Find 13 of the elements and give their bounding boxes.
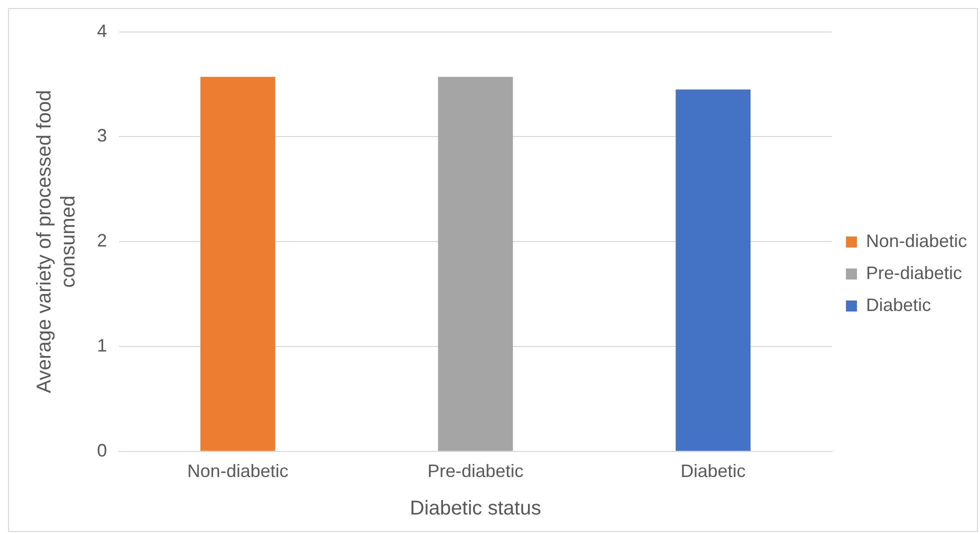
legend-label: Diabetic <box>866 294 931 315</box>
y-tick-label: 1 <box>96 335 108 356</box>
x-tick-label: Pre-diabetic <box>427 461 524 482</box>
x-tick-label: Non-diabetic <box>187 461 288 482</box>
y-tick-label: 2 <box>96 230 108 251</box>
legend-label: Non-diabetic <box>866 230 968 251</box>
legend-label: Pre-diabetic <box>866 262 962 283</box>
y-tick-label: 4 <box>96 20 108 41</box>
y-tick-label: 3 <box>96 126 108 146</box>
x-axis-title: Diabetic status <box>410 498 542 520</box>
x-tick-label: Diabetic <box>680 461 746 482</box>
y-axis-title: Average variety of processed food consumed <box>34 90 80 394</box>
y-tick-label: 0 <box>96 440 108 460</box>
